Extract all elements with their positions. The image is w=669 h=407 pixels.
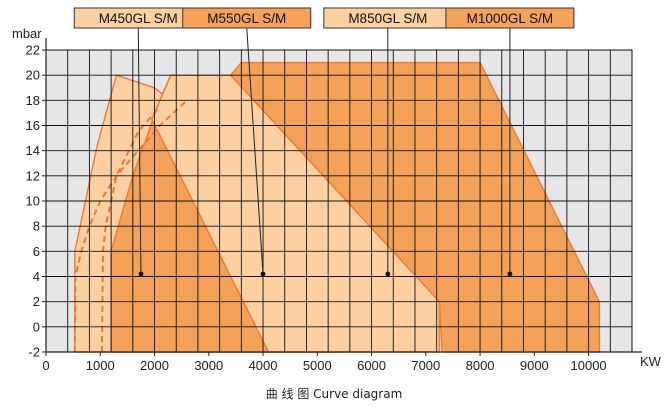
y-tick-label: 12 [26, 168, 40, 183]
x-tick-label: 4000 [249, 358, 278, 373]
series-marker-4 [507, 271, 513, 277]
x-tick-label: 1000 [86, 358, 115, 373]
y-tick-label: -2 [28, 345, 40, 360]
x-tick-label: 0 [42, 358, 49, 373]
chart-caption: 曲 线 图 Curve diagram [266, 387, 403, 401]
x-axis-label: KW [640, 354, 662, 369]
y-tick-label: 16 [26, 118, 40, 133]
legend-label-3: M850GL S/M [348, 11, 427, 26]
y-axis-label: mbar [12, 26, 42, 41]
y-tick-label: 6 [33, 244, 40, 259]
x-tick-label: 2000 [140, 358, 169, 373]
y-tick-label: 2 [33, 294, 40, 309]
legend: M450GL S/M M550GL S/M M850GL S/M M1000GL S/… [73, 7, 575, 29]
y-tick-label: 10 [26, 194, 40, 209]
leader-line-1 [137, 27, 142, 274]
legend-label-4: M1000GL S/M [467, 11, 554, 26]
y-tick-label: 8 [33, 219, 40, 234]
x-tick-label: 7000 [411, 358, 440, 373]
grid-layer [45, 49, 633, 353]
x-tick-label: 3000 [194, 358, 223, 373]
x-tick-label: 6000 [357, 358, 386, 373]
x-tick-label: 8000 [466, 358, 495, 373]
x-tick-label: 9000 [520, 358, 549, 373]
y-tick-label: 18 [26, 93, 40, 108]
y-tick-label: 4 [33, 269, 40, 284]
y-tick-label: 20 [26, 68, 40, 83]
series-marker-3 [385, 271, 391, 277]
x-tick-label: 5000 [303, 358, 332, 373]
legend-label-2: M550GL S/M [207, 11, 286, 26]
legend-box-4 [445, 7, 575, 29]
y-tick-label: 14 [26, 143, 40, 158]
series-marker-2 [260, 271, 266, 277]
legend-label-1: M450GL S/M [99, 11, 178, 26]
y-tick-label: 22 [26, 43, 40, 58]
x-tick-label: 10000 [571, 358, 607, 373]
leader-line-2 [246, 27, 264, 275]
legend-box-2 [182, 7, 312, 29]
y-tick-label: 0 [33, 319, 40, 334]
series-marker-1 [138, 271, 144, 277]
marker-layer [137, 27, 513, 277]
